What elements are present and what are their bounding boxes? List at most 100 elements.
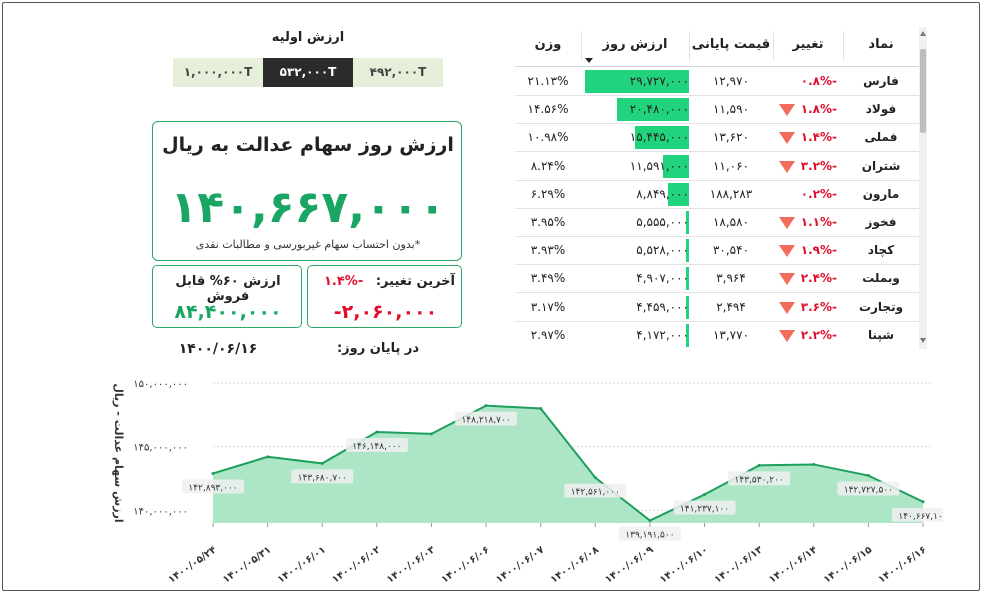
data-label: ۱۴۲,۸۹۳,۰۰۰ xyxy=(188,483,237,493)
cell-weight: ۳.۹۳% xyxy=(530,243,566,258)
value-bar xyxy=(663,154,689,178)
cell-symbol[interactable]: فخوز xyxy=(865,215,897,229)
cell-change: -۰.۲% xyxy=(773,180,843,208)
table-row[interactable]: فخوز -۱.۱% ۱۸,۵۸۰ ۵,۵۵۵,۰۰۰ ۳.۹۵% xyxy=(515,208,919,237)
header-symbol[interactable]: نماد xyxy=(868,37,894,52)
initial-option-1000000[interactable]: ۱,۰۰۰,۰۰۰T xyxy=(173,58,263,87)
cell-symbol[interactable]: وتجارت xyxy=(858,299,904,314)
value-bar xyxy=(685,295,689,319)
table-row[interactable]: شتران -۳.۲% ۱۱,۰۶۰ ۱۱,۵۹۱,۰۰۰ ۸.۲۴% xyxy=(515,152,919,181)
day-value-amount: ۱۴۰,۶۶۷,۰۰۰ xyxy=(170,182,446,233)
cell-symbol[interactable]: فارس xyxy=(863,74,899,88)
scrollbar-thumb[interactable] xyxy=(920,49,926,133)
cell-close-price: ۲,۴۹۴ xyxy=(716,299,746,314)
cell-symbol[interactable]: وبملت xyxy=(862,271,900,286)
x-tick-label: ۱۴۰۰/۰۶/۰۲ xyxy=(330,544,382,585)
data-label-bg xyxy=(837,481,900,496)
cell-day-value: ۱۵,۴۴۵,۰۰۰ xyxy=(581,123,689,151)
value-text: ۴,۱۷۲,۰۰۰ xyxy=(636,327,689,342)
table-row[interactable]: وتجارت -۳.۶% ۲,۴۹۴ ۴,۴۵۹,۰۰۰ ۳.۱۷% xyxy=(515,293,919,322)
data-label-bg xyxy=(564,483,627,498)
cell-day-value: ۴,۹۰۷,۰۰۰ xyxy=(581,264,689,292)
cell-close-price: ۱۳,۷۷۰ xyxy=(712,327,750,342)
cell-change: -۱.۴% xyxy=(773,123,843,151)
day-value-card: ارزش روز سهام عدالت به ریال ۱۴۰,۶۶۷,۰۰۰ … xyxy=(152,121,462,261)
x-tick-label: ۱۴۰۰/۰۵/۲۴ xyxy=(166,544,218,585)
header-weight[interactable]: وزن xyxy=(534,37,562,52)
data-label-bg xyxy=(345,438,408,453)
data-label-bg xyxy=(291,469,354,484)
data-point xyxy=(812,462,816,466)
cell-symbol[interactable]: مارون xyxy=(862,186,900,201)
data-point xyxy=(921,500,925,504)
value-text: ۸,۸۴۹,۰۰۰ xyxy=(636,186,689,201)
header-change[interactable]: تغییر xyxy=(792,37,824,52)
table-body: فارس -۰.۸% ۱۲,۹۷۰ ۲۹,۷۲۷,۰۰۰ ۲۱.۱۳% فولاد -۱.۸… xyxy=(515,67,919,349)
table-scrollbar[interactable] xyxy=(919,27,927,349)
table-row[interactable]: فولاد -۱.۸% ۱۱,۵۹۰ ۲۰,۴۸۰,۰۰۰ ۱۴.۵۶% xyxy=(515,95,919,125)
table-row[interactable]: وبملت -۲.۴% ۳,۹۶۴ ۴,۹۰۷,۰۰۰ ۳.۴۹% xyxy=(515,264,919,294)
cell-weight: ۳.۹۵% xyxy=(530,215,566,229)
y-tick-label: ۱۴۵,۰۰۰,۰۰۰ xyxy=(133,443,188,454)
data-point xyxy=(757,463,761,467)
cell-close-price: ۱۸۸,۲۸۳ xyxy=(709,186,753,201)
value-bar xyxy=(685,267,689,291)
initial-option-532000[interactable]: ۵۳۲,۰۰۰T xyxy=(263,58,353,87)
initial-value-title: ارزش اولیه xyxy=(271,30,345,45)
header-close-price[interactable]: قیمت پایانی xyxy=(691,37,771,52)
cell-weight: ۱۰.۹۸% xyxy=(527,130,569,145)
cell-symbol[interactable]: شپنا xyxy=(867,327,895,342)
cell-close-price: ۱۲,۹۷۰ xyxy=(712,74,750,88)
value-history-chart: ۱۴۰,۰۰۰,۰۰۰ ۱۴۵,۰۰۰,۰۰۰ ۱۵۰,۰۰۰,۰۰۰ ۱۴۲,۸۹۳… xyxy=(93,368,943,593)
data-label: ۱۴۲,۵۶۱,۰۰۰ xyxy=(571,488,620,498)
cell-symbol[interactable]: شتران xyxy=(861,158,901,173)
initial-option-492000[interactable]: ۴۹۲,۰۰۰T xyxy=(353,58,443,87)
data-label-bg xyxy=(618,526,681,541)
day-value-note: *بدون احتساب سهام غیربورسی و مطالبات نقد… xyxy=(195,238,421,251)
cell-change: -۲.۴% xyxy=(773,264,843,292)
cell-weight: ۸.۲۴% xyxy=(530,158,566,173)
cell-symbol[interactable]: فولاد xyxy=(865,102,897,117)
cell-weight: ۳.۱۷% xyxy=(530,299,566,314)
data-point xyxy=(648,519,652,523)
header-day-value[interactable]: ارزش روز xyxy=(602,37,668,52)
table-row[interactable]: شپنا -۲.۲% ۱۳,۷۷۰ ۴,۱۷۲,۰۰۰ ۲.۹۷% xyxy=(515,321,919,349)
cell-symbol[interactable]: کچاد xyxy=(867,243,895,258)
cell-day-value: ۱۱,۵۹۱,۰۰۰ xyxy=(581,152,689,180)
x-tick-label: ۱۴۰۰/۰۶/۱۴ xyxy=(767,544,819,585)
data-point xyxy=(266,455,270,459)
value-bar xyxy=(685,211,689,234)
down-arrow-icon xyxy=(779,160,795,173)
table-row[interactable]: فملی -۱.۴% ۱۳,۶۲۰ ۱۵,۴۴۵,۰۰۰ ۱۰.۹۸% xyxy=(515,123,919,153)
cell-close-price: ۳۰,۵۴۰ xyxy=(712,243,750,258)
data-point xyxy=(593,476,597,480)
change-text: -۱.۹% xyxy=(800,243,837,258)
scroll-down-icon[interactable] xyxy=(920,338,926,343)
data-label-bg xyxy=(673,500,736,515)
cell-weight: ۲.۹۷% xyxy=(530,327,566,342)
scroll-up-icon[interactable] xyxy=(920,31,926,36)
value-text: ۱۵,۴۴۵,۰۰۰ xyxy=(629,130,689,145)
sellable-label: ارزش ۶۰% قابل فروش xyxy=(175,274,281,304)
area-fill xyxy=(213,405,923,523)
value-text: ۲۰,۴۸۰,۰۰۰ xyxy=(629,102,689,117)
value-text: ۵,۵۲۸,۰۰۰ xyxy=(636,243,689,258)
cell-weight: ۶.۲۹% xyxy=(530,186,566,201)
x-tick-label: ۱۴۰۰/۰۶/۰۷ xyxy=(494,544,546,585)
header-divider xyxy=(773,31,774,61)
table-row[interactable]: مارون -۰.۲% ۱۸۸,۲۸۳ ۸,۸۴۹,۰۰۰ ۶.۲۹% xyxy=(515,180,919,209)
table-row[interactable]: کچاد -۱.۹% ۳۰,۵۴۰ ۵,۵۲۸,۰۰۰ ۳.۹۳% xyxy=(515,236,919,266)
cell-symbol[interactable]: فملی xyxy=(864,130,898,145)
change-text: -۳.۶% xyxy=(800,299,837,314)
data-point xyxy=(375,430,379,434)
table-row[interactable]: فارس -۰.۸% ۱۲,۹۷۰ ۲۹,۷۲۷,۰۰۰ ۲۱.۱۳% xyxy=(515,67,919,96)
cell-close-price: ۱۱,۵۹۰ xyxy=(712,102,750,117)
data-label: ۱۴۳,۶۸۰,۷۰۰ xyxy=(298,473,347,483)
cell-change: -۳.۶% xyxy=(773,293,843,321)
sort-desc-icon[interactable] xyxy=(585,58,593,63)
data-point xyxy=(866,474,870,478)
table-header: نماد تغییر قیمت پایانی ارزش روز وزن xyxy=(515,27,919,67)
cell-change: -۱.۹% xyxy=(773,236,843,264)
cell-day-value: ۲۹,۷۲۷,۰۰۰ xyxy=(581,67,689,95)
